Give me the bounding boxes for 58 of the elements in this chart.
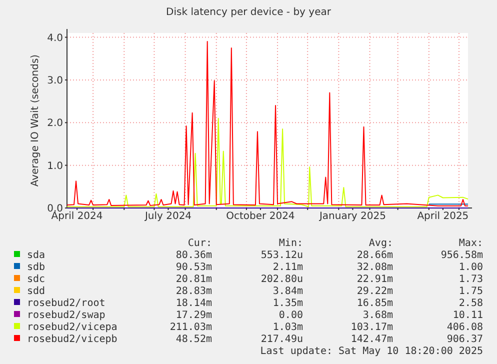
y-axis-title: Average IO Wait (seconds) (30, 54, 41, 187)
x-tick-label: July 2024 (144, 211, 192, 222)
text: Last update: Sat May 10 18:20:00 2025 (260, 346, 483, 357)
text: 1.75 (458, 286, 483, 297)
text: 32.08m (356, 262, 393, 273)
text: 906.37 (446, 334, 483, 345)
text: 10.11 (452, 310, 483, 321)
legend-label: sdc (27, 274, 46, 285)
text: 22.91m (356, 274, 393, 285)
text: Max: (458, 238, 483, 249)
legend-label: rosebud2/vicepb (27, 334, 118, 345)
y-tick-label: 4.0 (47, 32, 63, 44)
text: Cur: (188, 238, 212, 249)
text: 142.47m (350, 334, 393, 345)
text: 90.53m (176, 262, 212, 273)
text: 20.81m (176, 274, 212, 285)
y-tick-label: 2.0 (47, 118, 63, 130)
text: 17.29m (176, 310, 212, 321)
text: 217.49u (260, 334, 303, 345)
text: 1.35m (272, 298, 303, 309)
text: 956.58m (440, 250, 483, 261)
text: 29.22m (356, 286, 393, 297)
text: 202.80u (260, 274, 303, 285)
chart-title: Disk latency per device - by year (166, 7, 332, 18)
text: 80.36m (176, 250, 212, 261)
text: 28.83m (176, 286, 212, 297)
line-series (66, 41, 468, 206)
text: 2.58 (458, 298, 483, 309)
legend-label: sdd (27, 286, 46, 297)
x-tick-label: January 2025 (318, 211, 386, 222)
x-tick-label: October 2024 (226, 211, 295, 222)
text: 406.08 (446, 322, 483, 333)
text: Min: (278, 238, 303, 249)
text: 18.14m (176, 298, 212, 309)
text: 2.11m (272, 262, 303, 273)
text: 1.73 (458, 274, 483, 285)
legend-label: sdb (27, 262, 46, 273)
legend-label: rosebud2/vicepa (27, 322, 118, 333)
line-series (66, 118, 468, 208)
text: 3.84m (272, 286, 303, 297)
legend-label: sda (27, 250, 46, 261)
text: 103.17m (350, 322, 393, 333)
text: 16.85m (356, 298, 393, 309)
legend-label: rosebud2/swap (27, 310, 106, 321)
y-tick-label: 3.0 (47, 75, 63, 86)
text: 0.00 (278, 310, 303, 321)
text: 1.03m (272, 322, 303, 333)
x-tick-label: April 2024 (51, 211, 103, 222)
legend-label: rosebud2/root (27, 298, 106, 309)
text: 211.03m (170, 322, 212, 333)
text: Avg: (368, 238, 393, 249)
text: 28.66m (356, 250, 393, 261)
text: 1.00 (458, 262, 483, 273)
text: 3.68m (362, 310, 393, 321)
y-tick-label: 1.0 (47, 160, 63, 172)
text: 48.52m (176, 334, 212, 345)
text: 553.12u (260, 250, 303, 261)
x-tick-label: April 2025 (417, 211, 469, 222)
